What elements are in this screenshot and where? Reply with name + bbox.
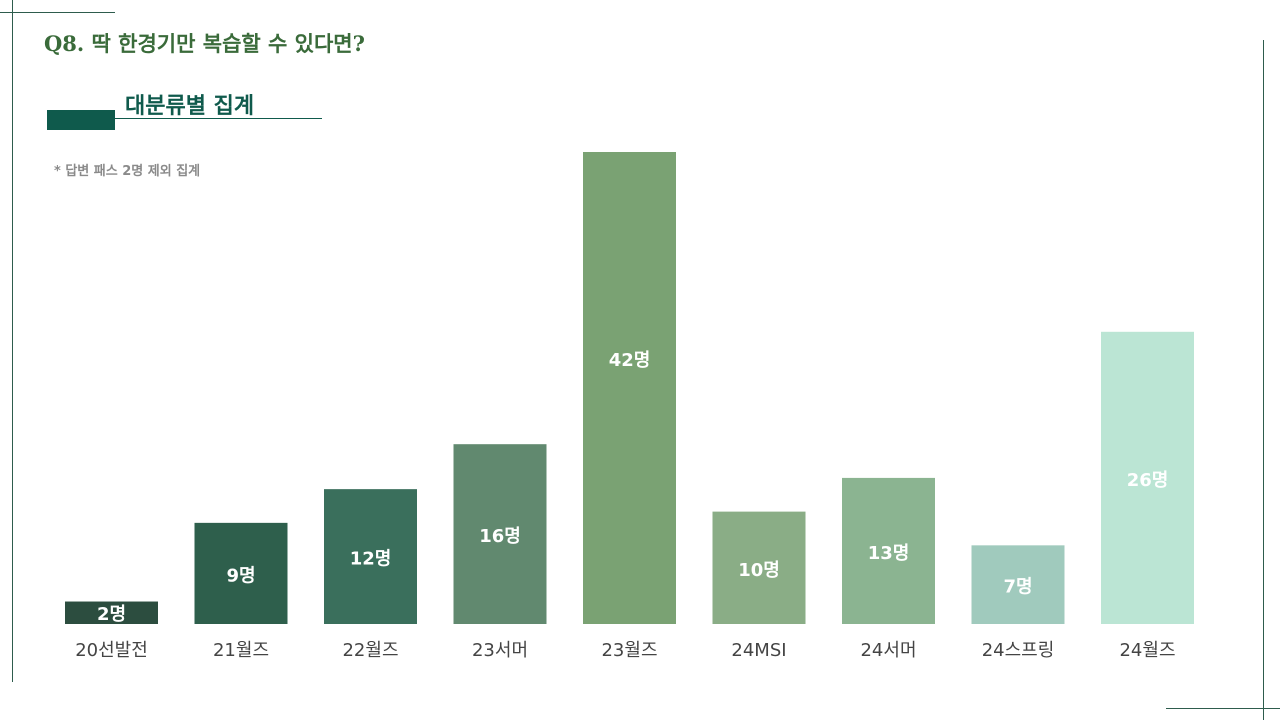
data-label: 7명 <box>1003 577 1032 598</box>
frame-line-bottom-right-v <box>1263 40 1264 720</box>
data-label: 42명 <box>609 350 651 371</box>
bar-24스프링 <box>971 545 1065 624</box>
data-label: 26명 <box>1127 470 1169 491</box>
category-label: 23서머 <box>472 640 528 661</box>
frame-line-bottom-right-h <box>1166 708 1280 709</box>
bar-20선발전 <box>65 601 158 624</box>
chart-note: * 답변 패스 2명 제외 집계 <box>54 164 201 179</box>
subtitle-accent-block <box>47 110 115 130</box>
bar-24서머 <box>842 477 935 624</box>
chart-subtitle: 대분류별 집계 <box>125 94 255 119</box>
data-label: 16명 <box>479 526 521 547</box>
bar-23월즈 <box>583 152 676 624</box>
category-label: 24스프링 <box>982 640 1055 661</box>
bar-22월즈 <box>324 489 417 624</box>
question-title: Q8. 딱 한경기만 복습할 수 있다면? <box>44 31 365 56</box>
category-label: 23월즈 <box>601 640 657 661</box>
data-label: 13명 <box>868 543 910 564</box>
data-label: 9명 <box>226 565 255 586</box>
bar-21월즈 <box>194 522 288 624</box>
category-label: 24월즈 <box>1119 640 1175 661</box>
category-label: 24MSI <box>731 640 786 661</box>
data-label: 12명 <box>350 549 392 570</box>
category-label: 24서머 <box>860 640 916 661</box>
category-label: 22월즈 <box>342 640 398 661</box>
bar-24월즈 <box>1101 331 1194 624</box>
data-label: 2명 <box>97 604 126 625</box>
frame-line-top-left-v <box>12 0 13 682</box>
frame-line-top-left-h <box>0 12 115 13</box>
category-label: 20선발전 <box>75 640 148 661</box>
data-label: 10명 <box>738 560 780 581</box>
bar-23서머 <box>453 444 547 624</box>
category-label: 21월즈 <box>213 640 269 661</box>
bar-24MSI <box>712 511 806 624</box>
subtitle-underline <box>115 118 322 119</box>
